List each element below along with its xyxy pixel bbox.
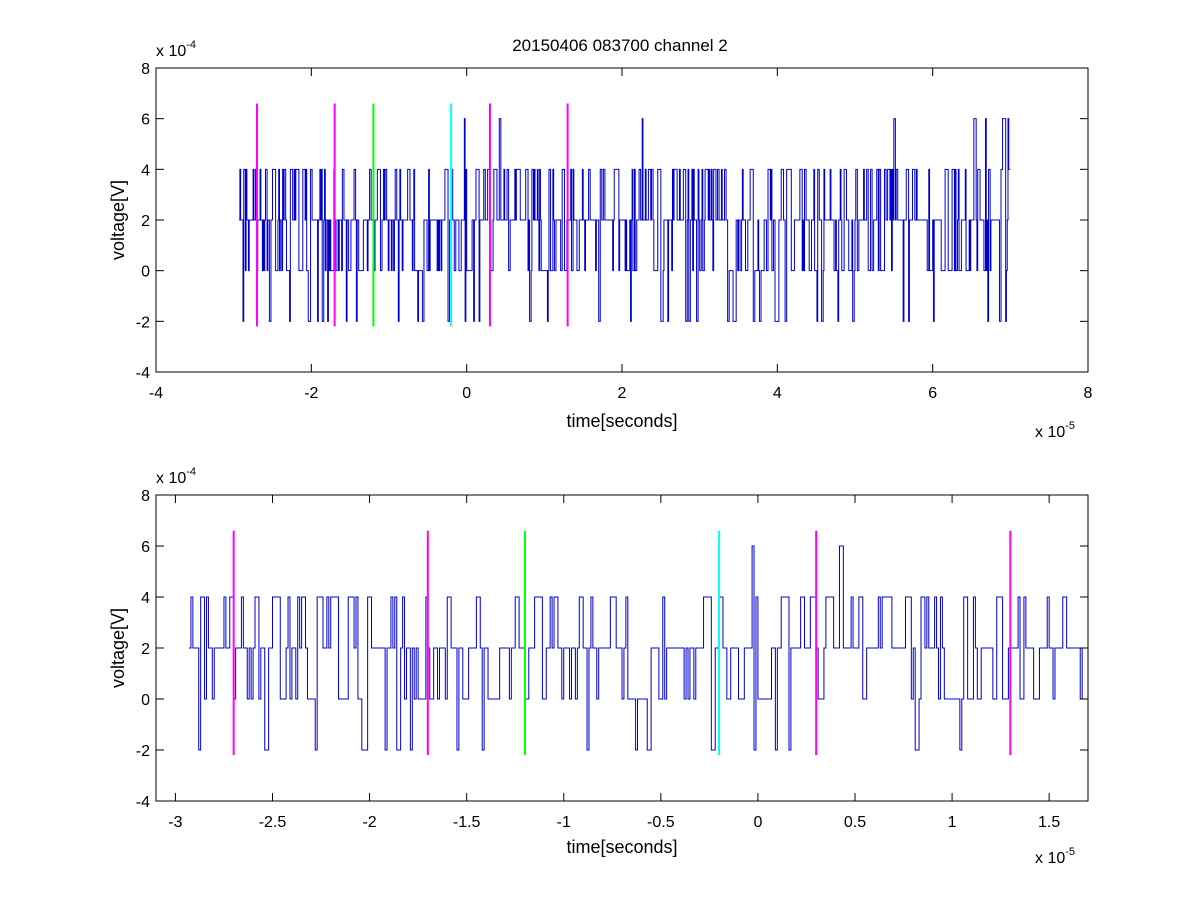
bottom-x-tick-label-9: 1.5: [1038, 814, 1060, 831]
bottom-x-exponent: x 10-5: [1035, 846, 1075, 867]
bottom-x-tick-label-5: -0.5: [647, 814, 675, 831]
bottom-y-tick-label-4: 4: [141, 590, 150, 607]
bottom-x-tick-label-6: 0: [753, 814, 762, 831]
figure-title: 20150406 083700 channel 2: [512, 36, 728, 55]
bottom-y-tick-label-1: -2: [136, 743, 150, 760]
bottom-x-tick-label-7: 0.5: [844, 814, 866, 831]
top-x-tick-label-6: 8: [1084, 385, 1093, 402]
bottom-signal-layer: [189, 545, 1089, 751]
bottom-signal-line: [189, 545, 1089, 751]
top-y-axis-label: voltage[V]: [108, 180, 128, 260]
bottom-y-tick-label-6: 8: [141, 488, 150, 505]
top-y-tick-label-3: 2: [141, 213, 150, 230]
top-x-tick-label-4: 4: [773, 385, 782, 402]
bottom-x-axis-label: time[seconds]: [566, 837, 677, 857]
subplot-bottom: -3 -2.5 -2 -1.5 -1 -0.5 0 0.5 1 1.5 -4 -2 0 2 4 6 8 time…: [108, 466, 1089, 867]
bottom-y-axis-label: voltage[V]: [108, 608, 128, 688]
top-y-tick-label-1: -2: [136, 314, 150, 331]
subplot-top: -4 -2 0 2 4 6 8 -4 -2 0 2 4 6 8 time[seconds] voltage…: [108, 39, 1093, 441]
bottom-x-tick-label-3: -1.5: [453, 814, 481, 831]
top-marker-layer: [255, 103, 569, 327]
top-signal-line: [239, 118, 1011, 322]
bottom-marker-layer: [232, 530, 1012, 756]
top-y-tick-label-2: 0: [141, 264, 150, 281]
bottom-y-tick-label-3: 2: [141, 641, 150, 658]
top-y-tick-label-0: -4: [136, 365, 150, 382]
bottom-y-tick-label-5: 6: [141, 539, 150, 556]
top-y-exponent: x 10-4: [156, 39, 196, 60]
top-x-tick-label-3: 2: [618, 385, 627, 402]
top-x-exponent: x 10-5: [1035, 420, 1075, 441]
top-tick-layer: -4 -2 0 2 4 6 8 -4 -2 0 2 4 6 8: [136, 61, 1093, 402]
bottom-x-tick-label-8: 1: [948, 814, 957, 831]
bottom-x-tick-label-4: -1: [557, 814, 571, 831]
bottom-y-tick-label-0: -4: [136, 794, 150, 811]
top-x-tick-label-1: -2: [304, 385, 318, 402]
top-x-tick-label-0: -4: [149, 385, 163, 402]
bottom-y-exponent: x 10-4: [156, 466, 196, 487]
top-x-tick-label-5: 6: [928, 385, 937, 402]
top-x-tick-label-2: 0: [462, 385, 471, 402]
bottom-x-tick-label-1: -2.5: [259, 814, 287, 831]
top-signal-layer: [239, 118, 1011, 322]
bottom-tick-layer: -3 -2.5 -2 -1.5 -1 -0.5 0 0.5 1 1.5 -4 -2 0 2 4 6 8: [136, 488, 1088, 831]
bottom-y-tick-label-2: 0: [141, 692, 150, 709]
top-x-axis-label: time[seconds]: [566, 411, 677, 431]
top-y-tick-label-5: 6: [141, 112, 150, 129]
top-y-tick-label-4: 4: [141, 162, 150, 179]
bottom-x-tick-label-0: -3: [168, 814, 182, 831]
bottom-x-tick-label-2: -2: [362, 814, 376, 831]
top-y-tick-label-6: 8: [141, 61, 150, 78]
